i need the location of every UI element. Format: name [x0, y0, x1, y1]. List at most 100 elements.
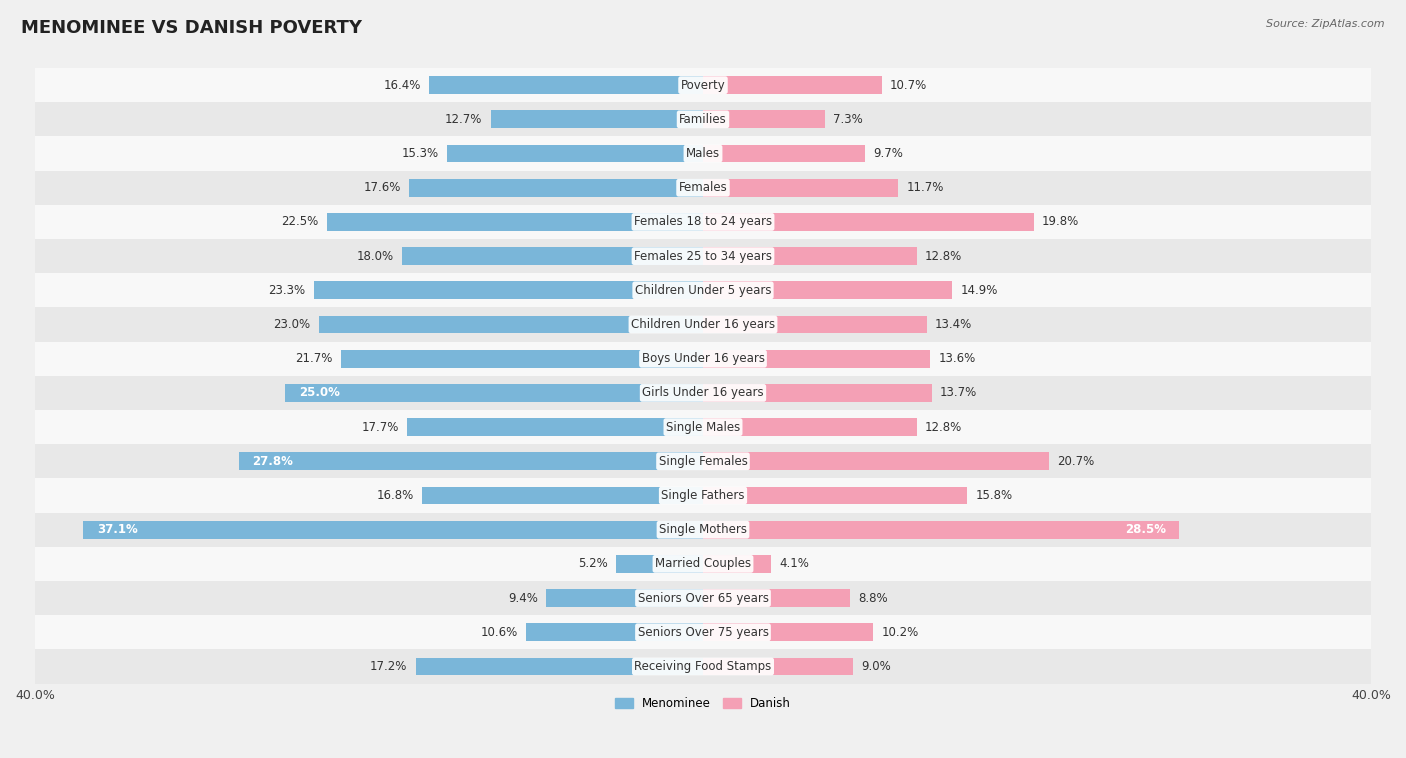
Text: 7.3%: 7.3% [834, 113, 863, 126]
Bar [703, 453, 1049, 470]
Text: 17.6%: 17.6% [363, 181, 401, 194]
Text: 12.7%: 12.7% [446, 113, 482, 126]
Text: Males: Males [686, 147, 720, 160]
Bar [703, 589, 851, 607]
Bar [703, 384, 932, 402]
Text: 23.3%: 23.3% [269, 283, 305, 297]
Text: 22.5%: 22.5% [281, 215, 319, 228]
Text: 9.7%: 9.7% [873, 147, 903, 160]
Bar [416, 658, 703, 675]
Bar [703, 145, 865, 162]
Text: Seniors Over 75 years: Seniors Over 75 years [637, 626, 769, 639]
Text: 19.8%: 19.8% [1042, 215, 1080, 228]
Text: Children Under 5 years: Children Under 5 years [634, 283, 772, 297]
Text: Source: ZipAtlas.com: Source: ZipAtlas.com [1267, 19, 1385, 29]
Text: Girls Under 16 years: Girls Under 16 years [643, 387, 763, 399]
Bar [340, 350, 703, 368]
Bar [35, 512, 1371, 547]
Text: 10.6%: 10.6% [481, 626, 517, 639]
Bar [35, 615, 1371, 650]
Bar [703, 77, 882, 94]
Bar [703, 521, 1180, 539]
Text: 5.2%: 5.2% [578, 557, 607, 570]
Text: Married Couples: Married Couples [655, 557, 751, 570]
Text: 9.0%: 9.0% [862, 660, 891, 673]
Text: Children Under 16 years: Children Under 16 years [631, 318, 775, 331]
Bar [35, 410, 1371, 444]
Bar [526, 623, 703, 641]
Bar [703, 350, 931, 368]
Bar [703, 418, 917, 436]
Text: 4.1%: 4.1% [780, 557, 810, 570]
Bar [703, 179, 898, 196]
Bar [703, 247, 917, 265]
Bar [314, 281, 703, 299]
Bar [703, 281, 952, 299]
Bar [703, 111, 825, 128]
Bar [703, 213, 1033, 231]
Text: Seniors Over 65 years: Seniors Over 65 years [637, 591, 769, 605]
Text: 21.7%: 21.7% [295, 352, 332, 365]
Text: 20.7%: 20.7% [1057, 455, 1094, 468]
Bar [35, 376, 1371, 410]
Bar [35, 239, 1371, 273]
Bar [422, 487, 703, 504]
Bar [319, 315, 703, 334]
Text: 15.3%: 15.3% [402, 147, 439, 160]
Text: 18.0%: 18.0% [357, 249, 394, 262]
Text: 13.7%: 13.7% [941, 387, 977, 399]
Bar [35, 171, 1371, 205]
Text: Single Mothers: Single Mothers [659, 523, 747, 536]
Bar [35, 650, 1371, 684]
Bar [285, 384, 703, 402]
Text: 27.8%: 27.8% [252, 455, 292, 468]
Text: 8.8%: 8.8% [858, 591, 889, 605]
Bar [546, 589, 703, 607]
Legend: Menominee, Danish: Menominee, Danish [610, 692, 796, 715]
Text: 10.7%: 10.7% [890, 79, 928, 92]
Bar [239, 453, 703, 470]
Text: MENOMINEE VS DANISH POVERTY: MENOMINEE VS DANISH POVERTY [21, 19, 363, 37]
Text: Receiving Food Stamps: Receiving Food Stamps [634, 660, 772, 673]
Text: 13.6%: 13.6% [938, 352, 976, 365]
Text: 25.0%: 25.0% [299, 387, 340, 399]
Bar [35, 547, 1371, 581]
Text: 28.5%: 28.5% [1125, 523, 1166, 536]
Bar [402, 247, 703, 265]
Bar [703, 487, 967, 504]
Bar [35, 68, 1371, 102]
Bar [35, 136, 1371, 171]
Text: Females 18 to 24 years: Females 18 to 24 years [634, 215, 772, 228]
Text: 12.8%: 12.8% [925, 249, 962, 262]
Text: 13.4%: 13.4% [935, 318, 973, 331]
Text: 23.0%: 23.0% [273, 318, 311, 331]
Bar [35, 273, 1371, 308]
Text: 9.4%: 9.4% [508, 591, 537, 605]
Bar [35, 342, 1371, 376]
Bar [703, 658, 853, 675]
Text: 37.1%: 37.1% [97, 523, 138, 536]
Bar [35, 205, 1371, 239]
Text: 17.2%: 17.2% [370, 660, 408, 673]
Text: 16.8%: 16.8% [377, 489, 413, 502]
Bar [429, 77, 703, 94]
Text: 14.9%: 14.9% [960, 283, 998, 297]
Bar [35, 444, 1371, 478]
Text: 10.2%: 10.2% [882, 626, 920, 639]
Text: 11.7%: 11.7% [907, 181, 945, 194]
Text: 16.4%: 16.4% [384, 79, 420, 92]
Bar [409, 179, 703, 196]
Bar [83, 521, 703, 539]
Text: 17.7%: 17.7% [361, 421, 399, 434]
Bar [703, 623, 873, 641]
Text: Poverty: Poverty [681, 79, 725, 92]
Bar [447, 145, 703, 162]
Text: Boys Under 16 years: Boys Under 16 years [641, 352, 765, 365]
Text: Single Males: Single Males [666, 421, 740, 434]
Text: 12.8%: 12.8% [925, 421, 962, 434]
Bar [491, 111, 703, 128]
Text: Females 25 to 34 years: Females 25 to 34 years [634, 249, 772, 262]
Text: 15.8%: 15.8% [976, 489, 1012, 502]
Text: Females: Females [679, 181, 727, 194]
Bar [35, 478, 1371, 512]
